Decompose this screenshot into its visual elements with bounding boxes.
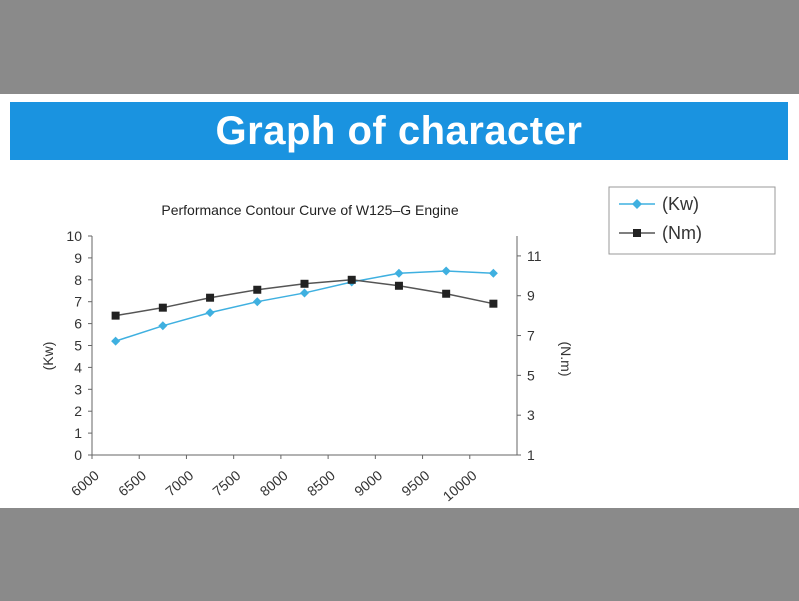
left-tick-label: 6: [74, 316, 82, 332]
right-tick-label: 1: [527, 447, 535, 463]
right-tick-label: 3: [527, 407, 535, 423]
right-tick-label: 5: [527, 367, 535, 383]
chart-title: Performance Contour Curve of W125–G Engi…: [161, 202, 458, 218]
legend: (Kw) (Nm): [608, 186, 776, 255]
x-tick-label: 9500: [398, 467, 432, 499]
left-tick-label: 4: [74, 359, 82, 375]
data-point-diamond: [205, 308, 215, 318]
banner-title: Graph of character: [215, 108, 583, 153]
right-tick-label: 9: [527, 288, 535, 304]
left-axis-label: (Kw): [40, 342, 56, 371]
x-ticks: 6000 6500 7000 7500 8000 8500 9000 9500 10000: [68, 455, 480, 504]
data-point-square: [300, 279, 309, 288]
x-tick-label: 6000: [68, 467, 102, 499]
slide: Graph of character Performance Contour C…: [0, 94, 799, 508]
left-tick-label: 8: [74, 272, 82, 288]
right-tick-label: 7: [527, 328, 535, 344]
x-tick-label: 7000: [162, 467, 196, 499]
left-tick-label: 7: [74, 294, 82, 310]
series-layer: [111, 266, 498, 346]
data-point-square: [158, 303, 167, 312]
x-tick-label: 9000: [351, 467, 385, 499]
data-point-diamond: [111, 336, 121, 346]
x-tick-label: 10000: [440, 467, 480, 504]
data-point-diamond: [488, 268, 498, 278]
x-tick-label: 7500: [209, 467, 243, 499]
left-tick-label: 1: [74, 425, 82, 441]
left-tick-label: 9: [74, 250, 82, 266]
left-tick-label: 5: [74, 338, 82, 354]
chart-axes: [91, 236, 518, 456]
performance-chart: Performance Contour Curve of W125–G Engi…: [40, 186, 776, 504]
data-point-square: [111, 311, 120, 320]
data-point-square: [394, 281, 403, 290]
right-y-ticks: 1 3 5 7 9 11: [517, 248, 542, 463]
data-point-square: [253, 285, 262, 294]
data-point-diamond: [300, 288, 309, 298]
left-tick-label: 3: [74, 381, 82, 397]
legend-marker-diamond: [632, 199, 642, 209]
legend-marker-square: [633, 229, 641, 237]
series-nm: [111, 275, 498, 320]
legend-label: (Kw): [662, 194, 699, 214]
data-point-diamond: [252, 297, 262, 307]
legend-item: (Kw): [619, 194, 699, 214]
left-tick-label: 10: [66, 228, 82, 244]
legend-box: [608, 186, 776, 255]
data-point-square: [347, 275, 356, 284]
series-kw: [111, 266, 498, 346]
right-tick-label: 11: [527, 248, 542, 264]
left-tick-label: 0: [74, 447, 82, 463]
x-tick-label: 8000: [257, 467, 291, 499]
right-axis-label: (N.m): [558, 342, 574, 377]
data-point-diamond: [441, 266, 451, 276]
left-tick-label: 2: [74, 403, 82, 419]
data-point-square: [442, 289, 451, 298]
data-point-diamond: [158, 321, 168, 331]
data-point-square: [489, 299, 498, 308]
legend-item: (Nm): [619, 223, 702, 243]
x-tick-label: 6500: [115, 467, 149, 499]
left-y-ticks: 0 1 2 3 4 5 6 7 8 9 10: [66, 228, 92, 463]
legend-label: (Nm): [662, 223, 702, 243]
x-tick-label: 8500: [304, 467, 338, 499]
title-banner: Graph of character: [10, 102, 788, 160]
data-point-square: [206, 293, 215, 302]
data-point-diamond: [394, 268, 404, 278]
